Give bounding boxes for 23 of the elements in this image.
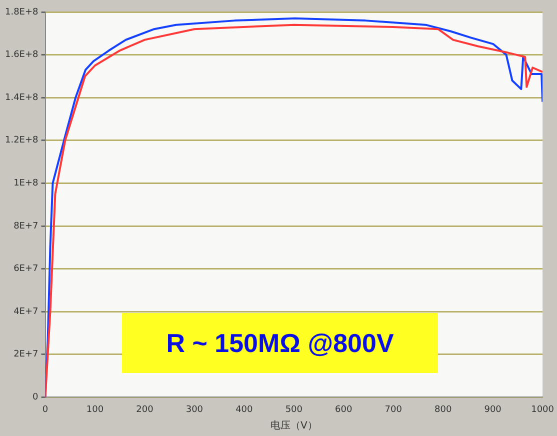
y-tick-label: 1.8E+8	[4, 7, 39, 18]
x-tick-label: 500	[285, 404, 303, 415]
x-tick-label: 0	[42, 404, 48, 415]
y-tick-label: 1.6E+8	[4, 50, 39, 60]
x-tick-label: 400	[236, 404, 254, 415]
y-tick-label: 1E+8	[14, 178, 39, 189]
y-tick-label: 1.4E+8	[4, 92, 39, 103]
y-tick-label: 8E+7	[14, 221, 38, 232]
x-tick-label: 200	[136, 404, 154, 415]
x-tick-label: 700	[384, 404, 402, 415]
y-tick-label: 0	[32, 392, 39, 403]
x-tick-label: 600	[335, 404, 352, 415]
x-axis-title: 电压（V）	[270, 420, 318, 432]
annotation: R ~ 150MΩ @800V	[166, 328, 394, 358]
x-tick-label: 900	[484, 404, 502, 415]
x-tick-label: 300	[186, 404, 204, 415]
x-tick-label: 100	[86, 404, 104, 415]
x-tick-label: 1000	[531, 404, 554, 415]
y-tick-label: 6E+7	[14, 264, 38, 274]
y-tick-label: 4E+7	[14, 306, 38, 317]
x-tick-label: 800	[434, 404, 452, 415]
y-tick-label: 2E+7	[14, 350, 38, 360]
y-tick-label: 1.2E+8	[4, 136, 39, 146]
